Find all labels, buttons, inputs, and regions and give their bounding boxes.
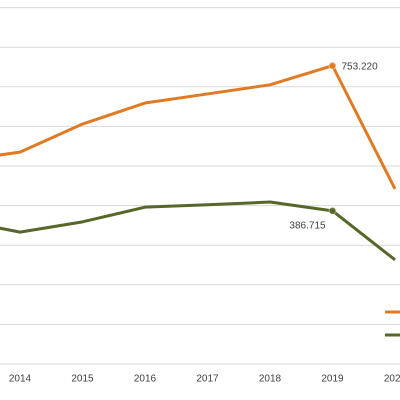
x-tick-label: 2017 — [196, 374, 219, 385]
data-label: 753.220 — [342, 61, 379, 72]
x-tick-label: 2018 — [259, 374, 282, 385]
series-line — [0, 200, 396, 262]
x-tick-label: 2014 — [9, 374, 32, 385]
x-tick-label: 2019 — [321, 374, 344, 385]
x-tick-label: 2016 — [134, 374, 157, 385]
x-tick-label: 2015 — [71, 374, 94, 385]
point-marker — [328, 61, 337, 70]
x-tick-label: 2020 — [384, 374, 400, 385]
point-marker — [328, 207, 337, 215]
series-line — [0, 64, 397, 190]
data-label: 386.715 — [289, 221, 326, 232]
